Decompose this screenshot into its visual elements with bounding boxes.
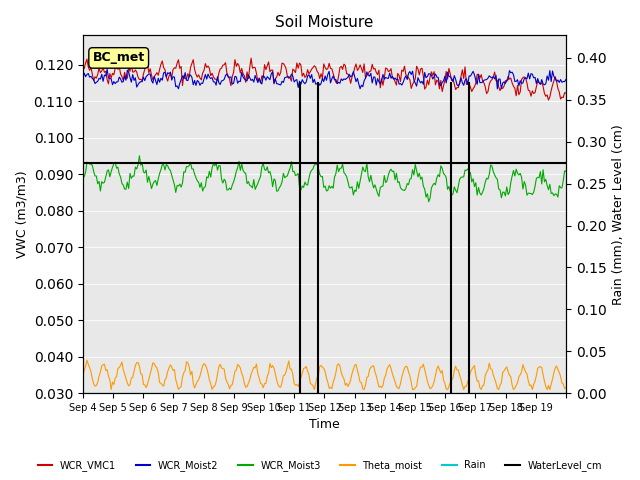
WCR_VMC1 xyxy=(292,70,300,75)
WCR_Moist2 xyxy=(493,86,501,92)
WCR_VMC1 xyxy=(248,65,256,71)
WaterLevel_cm xyxy=(109,160,117,166)
Rain xyxy=(239,390,247,396)
WCR_VMC1 xyxy=(138,78,146,84)
Line: Theta_moist: Theta_moist xyxy=(83,360,566,389)
WCR_Moist3 xyxy=(562,168,570,174)
WCR_Moist2 xyxy=(103,66,111,72)
Rain xyxy=(247,390,255,396)
Theta_moist xyxy=(562,384,570,390)
Text: BC_met: BC_met xyxy=(93,51,145,64)
Theta_moist xyxy=(242,384,250,390)
WaterLevel_cm xyxy=(79,160,87,166)
WCR_Moist3 xyxy=(538,181,545,187)
Rain xyxy=(223,390,231,396)
Theta_moist xyxy=(293,382,301,387)
WCR_VMC1 xyxy=(247,55,255,61)
Rain xyxy=(291,390,298,396)
Theta_moist xyxy=(141,382,148,388)
Theta_moist xyxy=(83,358,91,363)
Line: WCR_VMC1: WCR_VMC1 xyxy=(83,58,566,100)
Line: WCR_Moist3: WCR_Moist3 xyxy=(83,156,566,202)
Line: WCR_Moist2: WCR_Moist2 xyxy=(83,69,566,89)
WCR_VMC1 xyxy=(545,97,552,103)
Theta_moist xyxy=(79,372,87,378)
WCR_Moist2 xyxy=(140,74,147,80)
WCR_VMC1 xyxy=(536,81,544,87)
Theta_moist xyxy=(538,365,545,371)
WCR_Moist3 xyxy=(79,170,87,176)
Y-axis label: VWC (m3/m3): VWC (m3/m3) xyxy=(15,170,28,258)
WCR_Moist3 xyxy=(425,199,433,204)
WCR_Moist3 xyxy=(241,169,248,175)
WCR_Moist3 xyxy=(136,153,143,159)
WCR_VMC1 xyxy=(79,67,87,73)
X-axis label: Time: Time xyxy=(309,419,340,432)
WCR_Moist2 xyxy=(292,77,300,83)
WCR_Moist2 xyxy=(562,76,570,82)
WCR_Moist3 xyxy=(225,187,232,192)
Theta_moist xyxy=(108,386,115,392)
Rain xyxy=(138,390,146,396)
Theta_moist xyxy=(250,364,258,370)
Rain xyxy=(562,390,570,396)
WCR_Moist2 xyxy=(248,76,256,82)
Legend: WCR_VMC1, WCR_Moist2, WCR_Moist3, Theta_moist, Rain, WaterLevel_cm: WCR_VMC1, WCR_Moist2, WCR_Moist3, Theta_… xyxy=(34,456,606,475)
WCR_Moist3 xyxy=(248,185,256,191)
Theta_moist xyxy=(226,386,234,392)
WCR_VMC1 xyxy=(239,71,247,76)
WCR_Moist2 xyxy=(538,77,545,83)
WCR_Moist3 xyxy=(292,173,300,179)
WCR_Moist3 xyxy=(140,169,147,175)
Rain xyxy=(535,390,543,396)
Rain xyxy=(79,390,87,396)
Y-axis label: Rain (mm), Water Level (cm): Rain (mm), Water Level (cm) xyxy=(612,124,625,305)
WCR_Moist2 xyxy=(241,76,248,82)
WCR_VMC1 xyxy=(223,70,231,76)
WCR_VMC1 xyxy=(562,90,570,96)
Title: Soil Moisture: Soil Moisture xyxy=(275,15,374,30)
WCR_Moist2 xyxy=(79,75,87,81)
WCR_Moist2 xyxy=(225,74,232,80)
